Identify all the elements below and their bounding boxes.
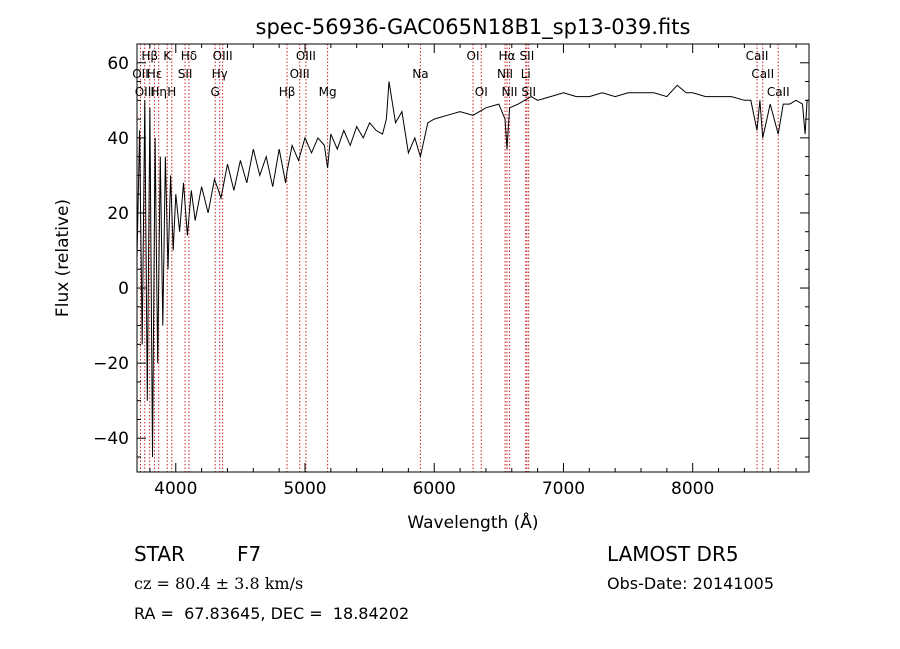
- spectral-line-label-15: Mg: [319, 85, 337, 99]
- object-subclass: F7: [237, 542, 261, 566]
- spectrum-line-0: [136, 81, 809, 458]
- spectral-line-label-14: Hβ: [279, 85, 296, 99]
- spectral-line-label-2: OIII: [135, 85, 155, 99]
- spectral-line-label-1: OII: [132, 67, 149, 81]
- y-tick-label--20: −20: [93, 354, 129, 374]
- spectral-line-markers: [139, 44, 779, 472]
- y-tick-label-0: 0: [118, 279, 129, 299]
- y-tick-label-60: 60: [107, 54, 129, 74]
- spectral-line-labels: Hβ OII OIII Hε Hη K H Hδ SII OIII Hγ G OIII OIII Hβ Mg N…: [132, 49, 789, 99]
- spectral-line-label-22: SII: [520, 49, 535, 63]
- spectrum-series: [136, 81, 809, 458]
- x-tick-label-6000: 6000: [413, 479, 456, 499]
- y-tick-label-20: 20: [107, 204, 129, 224]
- chart-title: spec-56936-GAC065N18B1_sp13-039.fits: [256, 15, 691, 40]
- x-tick-label-8000: 8000: [671, 479, 714, 499]
- y-tick-label-40: 40: [107, 129, 129, 149]
- spectral-line-label-19: Hα: [499, 49, 516, 63]
- spectral-line-label-11: G: [211, 85, 220, 99]
- spectral-line-label-18: OI: [475, 85, 488, 99]
- x-tick-label-4000: 4000: [154, 479, 197, 499]
- coordinates: RA = 67.83645, DEC = 18.84202: [134, 604, 409, 623]
- plot-frame: [136, 43, 810, 473]
- spectral-line-label-8: SII: [178, 67, 193, 81]
- x-axis-title: Wavelength (Å): [407, 511, 538, 533]
- object-class: STAR: [134, 542, 185, 566]
- spectral-line-label-23: Li: [521, 67, 531, 81]
- spectral-line-label-12: OIII: [296, 49, 316, 63]
- spectral-line-label-4: Hη: [150, 85, 167, 99]
- spectral-line-label-21: NII: [502, 85, 518, 99]
- spectral-line-label-13: OIII: [290, 67, 310, 81]
- y-tick-label--40: −40: [93, 429, 129, 449]
- spectral-line-label-24: SII: [521, 85, 536, 99]
- spectral-line-label-27: CaII: [767, 85, 790, 99]
- spectral-line-label-6: H: [167, 85, 176, 99]
- redshift-velocity: cz = 80.4 ± 3.8 km/s: [134, 574, 303, 593]
- axis-ticks: 4000 5000 6000 7000 8000 −40 −20 0 20 40 60: [93, 43, 809, 499]
- spectral-line-label-17: OI: [467, 49, 480, 63]
- spectral-line-label-9: OIII: [213, 49, 233, 63]
- spectral-line-label-5: K: [163, 49, 172, 63]
- survey-name: LAMOST DR5: [607, 542, 739, 566]
- y-axis-title: Flux (relative): [53, 199, 73, 317]
- spectral-line-label-3: Hε: [147, 67, 163, 81]
- spectral-line-label-26: CaII: [751, 67, 774, 81]
- spectral-line-label-10: Hγ: [212, 67, 228, 81]
- spectral-line-label-0: Hβ: [141, 49, 158, 63]
- spectral-line-label-20: NII: [497, 67, 513, 81]
- observation-date: Obs-Date: 20141005: [607, 574, 774, 593]
- x-tick-label-5000: 5000: [283, 479, 326, 499]
- spectral-line-label-7: Hδ: [181, 49, 197, 63]
- spectral-line-label-16: Na: [412, 67, 428, 81]
- x-tick-label-7000: 7000: [542, 479, 585, 499]
- spectral-line-label-25: CaII: [746, 49, 769, 63]
